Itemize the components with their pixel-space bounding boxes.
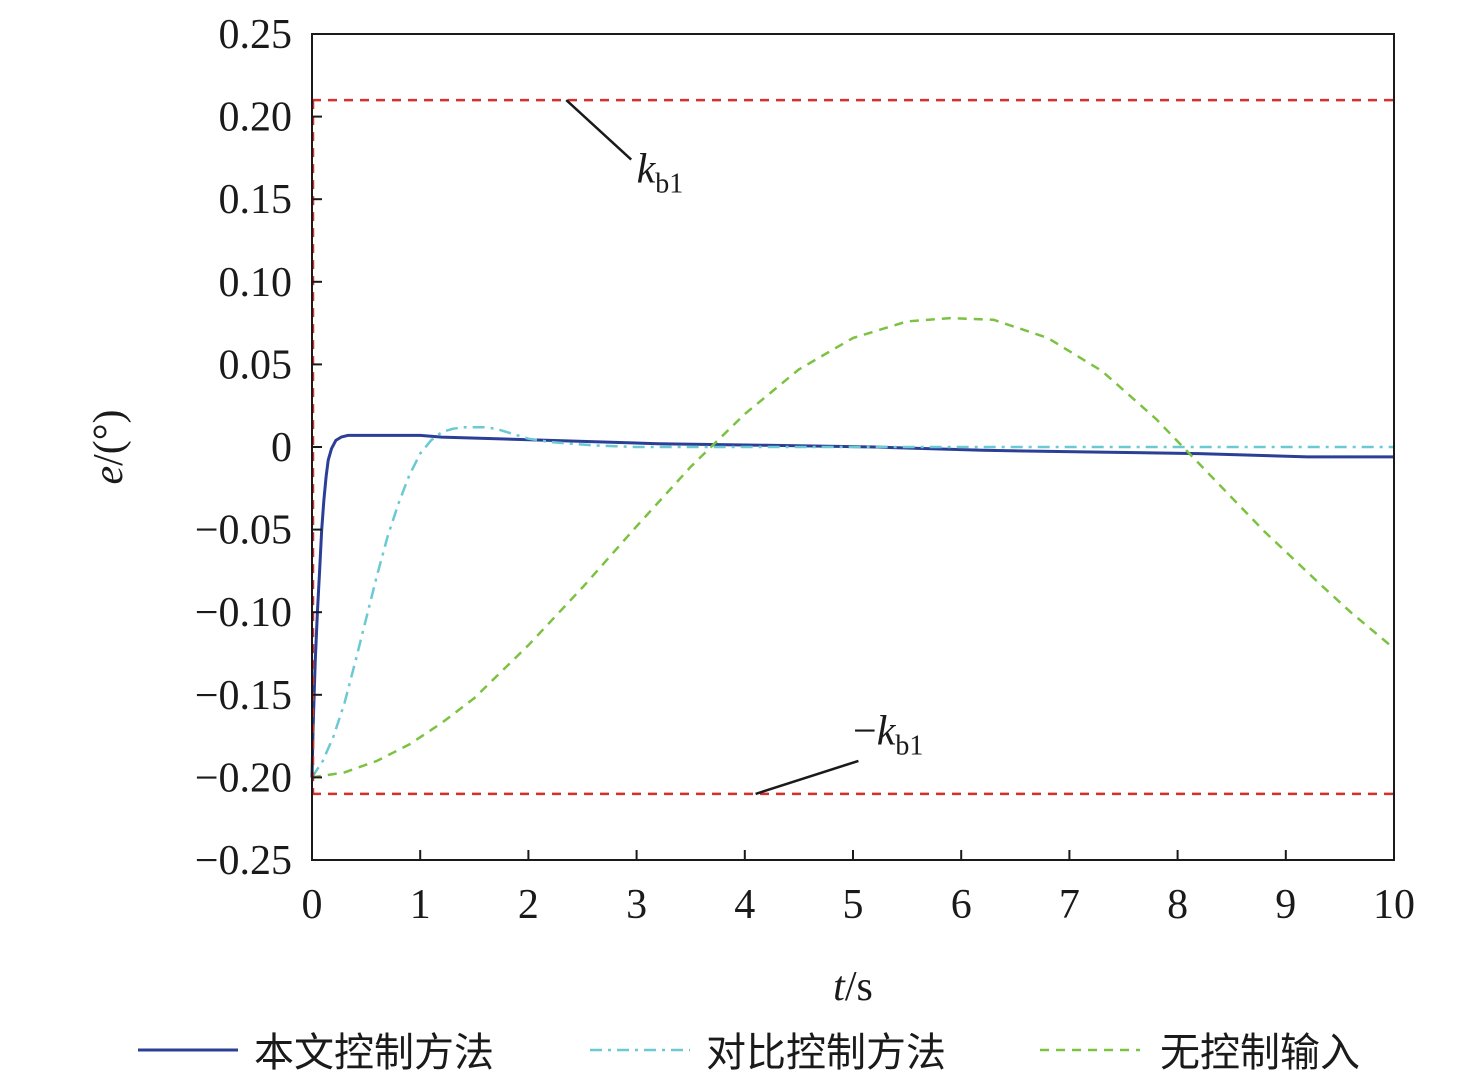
y-tick-label: 0.25: [219, 12, 293, 58]
upper-bound-annotation: kb1: [637, 147, 684, 200]
y-tick-label: −0.25: [195, 838, 292, 884]
x-tick-label: 1: [410, 882, 431, 928]
y-tick-label: 0.05: [219, 342, 293, 388]
y-tick-label: −0.10: [195, 590, 292, 636]
y-tick-label: 0: [271, 425, 292, 471]
annotations: kb1 −kb1: [565, 99, 923, 796]
legend-label-3: 无控制输入: [1160, 1030, 1360, 1076]
ticks-layer: 0 1 2 3 4 5 6 7 8 9 10 0.25 0.20 0.15 0.10 0.05 0 −0.05 −0…: [195, 12, 1415, 928]
y-tick-label: −0.05: [195, 508, 292, 554]
y-tick-label: −0.20: [195, 755, 292, 801]
x-tick-label: 2: [518, 882, 539, 928]
x-tick-label: 3: [626, 882, 647, 928]
x-tick-label: 10: [1373, 882, 1415, 928]
y-tick-label: 0.15: [219, 177, 293, 223]
x-tick-label: 6: [951, 882, 972, 928]
y-axis-title: e/(°): [86, 409, 132, 484]
y-tick-label: 0.10: [219, 260, 293, 306]
lower-bound-annotation-leader: [755, 759, 859, 796]
legend-label-2: 对比控制方法: [706, 1030, 946, 1076]
series-line-3: [311, 316, 1395, 779]
x-tick-label: 9: [1275, 882, 1296, 928]
x-axis-title: t/s: [833, 964, 873, 1010]
x-tick-label: 7: [1059, 882, 1080, 928]
legend: 本文控制方法 对比控制方法 无控制输入: [138, 1030, 1360, 1076]
legend-label-1: 本文控制方法: [254, 1030, 494, 1076]
x-tick-label: 5: [843, 882, 864, 928]
lower-bound-annotation: −kb1: [853, 708, 923, 761]
upper-bound-annotation-leader: [565, 99, 633, 161]
x-tick-label: 0: [302, 882, 323, 928]
y-tick-label: 0.20: [219, 95, 293, 141]
y-tick-label: −0.15: [195, 673, 292, 719]
series-layer: [310, 316, 1395, 779]
x-tick-label: 4: [734, 882, 755, 928]
x-tick-label: 8: [1167, 882, 1188, 928]
series-line-1: [310, 433, 1394, 778]
